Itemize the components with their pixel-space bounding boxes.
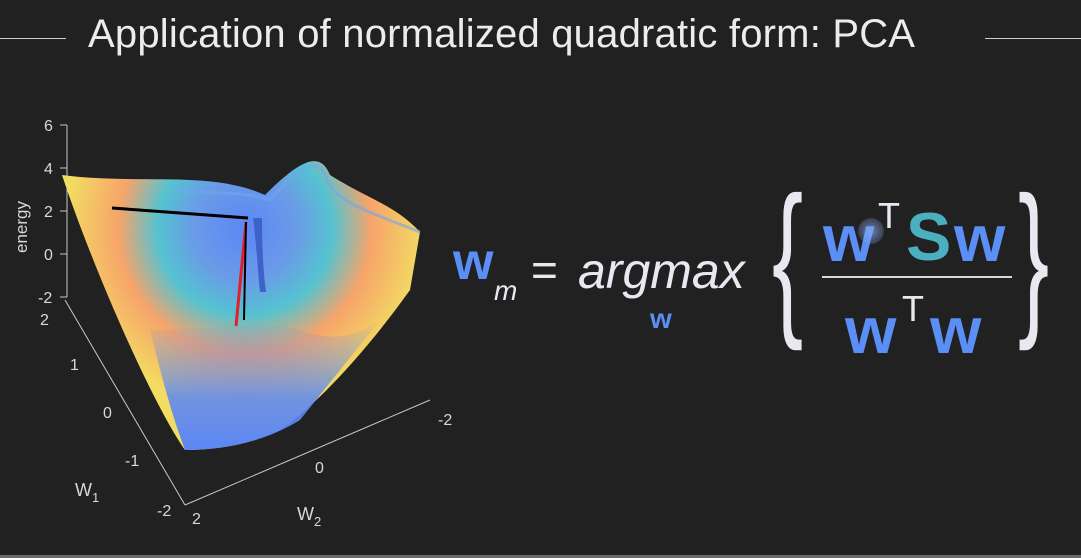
title-rule-left xyxy=(0,38,66,39)
denominator-transpose: T xyxy=(902,288,924,329)
black-vector xyxy=(111,206,249,220)
z-tick-neg2: -2 xyxy=(38,290,52,307)
denominator-w-right: w xyxy=(930,293,982,367)
energy-surface xyxy=(62,161,421,450)
cursor-highlight xyxy=(858,218,884,244)
numerator-transpose: T xyxy=(878,195,900,236)
w1-tick-0: 0 xyxy=(103,405,112,422)
black-vector-down xyxy=(243,221,247,321)
surface-plot: 6 4 2 0 -2 energy 2 1 0 -1 -2 W1 2 0 -2 … xyxy=(12,118,452,529)
slide-title: Application of normalized quadratic form… xyxy=(88,12,916,56)
argmax-subscript-w: w xyxy=(650,303,672,334)
surface-back-edge xyxy=(174,164,421,234)
denominator-w-left: w xyxy=(845,293,897,367)
w1-tick-1: 1 xyxy=(70,357,79,374)
numerator-matrix-s: S xyxy=(906,199,952,275)
w1-axis-label: W1 xyxy=(75,480,99,505)
title-rule-right xyxy=(985,38,1081,39)
right-brace: } xyxy=(1018,162,1050,352)
w1-tick-2: 2 xyxy=(40,312,49,329)
argmax-operator: argmax xyxy=(578,243,745,299)
title-row: Application of normalized quadratic form… xyxy=(0,0,1081,80)
z-tick-2: 2 xyxy=(44,204,53,221)
fraction-bar xyxy=(822,276,1012,278)
w1-tick-neg1: -1 xyxy=(125,453,139,470)
lhs-w: w xyxy=(453,233,494,291)
w2-tick-2: 2 xyxy=(192,511,201,528)
w2-axis-label: W2 xyxy=(297,504,321,529)
w1-tick-neg2: -2 xyxy=(157,503,171,520)
lhs-subscript-m: m xyxy=(494,275,518,306)
progress-bar-track[interactable] xyxy=(0,555,1081,558)
surface-lower xyxy=(150,320,380,450)
surface-well xyxy=(253,218,266,292)
w2-tick-neg2: -2 xyxy=(438,412,452,429)
numerator-w-right: w xyxy=(954,201,1006,275)
z-axis-label: energy xyxy=(12,201,31,253)
w2-tick-0: 0 xyxy=(315,460,324,477)
z-tick-4: 4 xyxy=(44,161,53,178)
left-brace: { xyxy=(772,162,804,352)
equals-sign: = xyxy=(531,244,558,296)
red-vector xyxy=(234,221,248,327)
z-tick-6: 6 xyxy=(44,118,53,135)
z-tick-0: 0 xyxy=(44,247,53,264)
plot-axes xyxy=(60,124,431,506)
